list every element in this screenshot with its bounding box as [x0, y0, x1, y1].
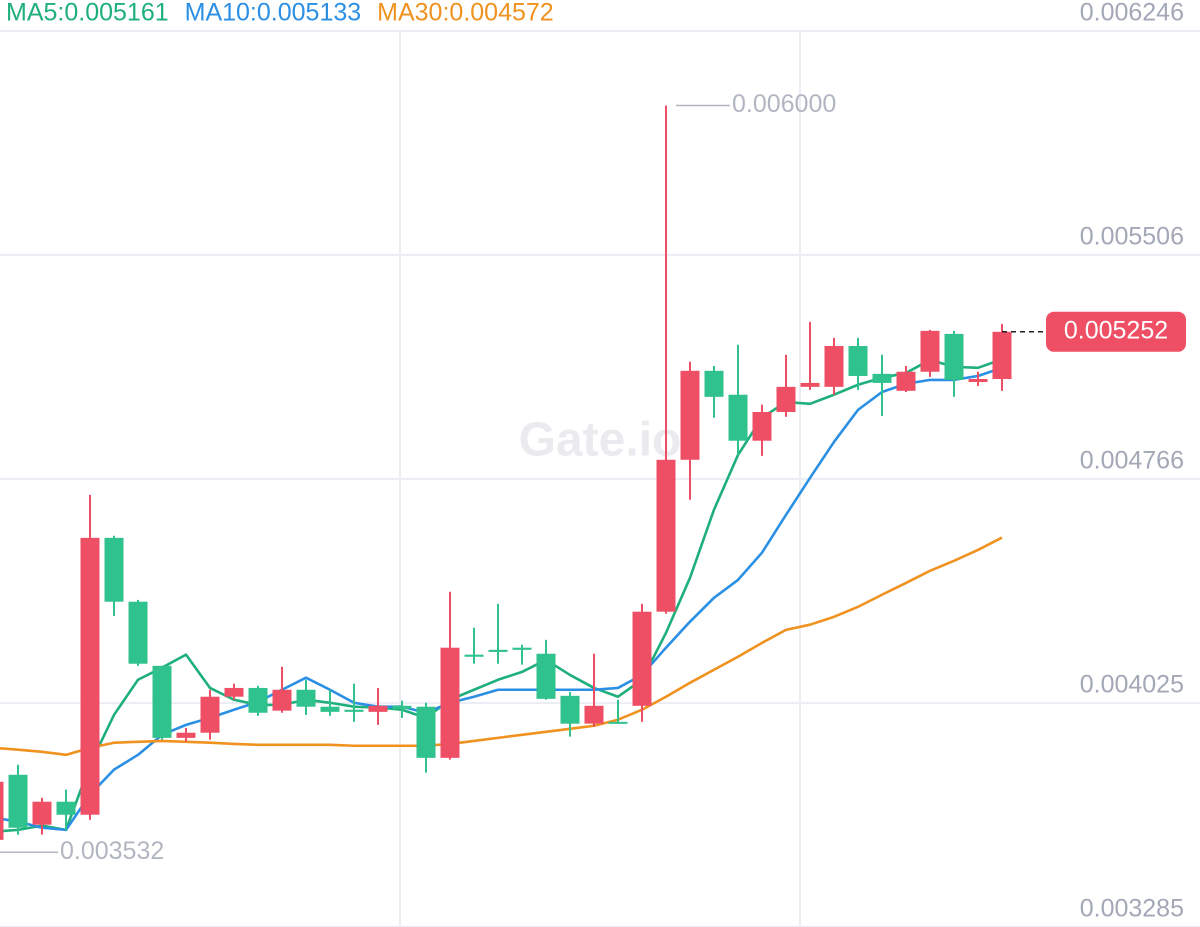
- candle-body: [752, 411, 772, 441]
- candle-body: [152, 665, 172, 738]
- candle-body: [80, 537, 100, 815]
- candle-body: [416, 706, 436, 758]
- candle-body: [944, 333, 964, 380]
- candle-body: [56, 801, 76, 815]
- y-tick-label: 0.004025: [1080, 671, 1184, 699]
- candle-body: [632, 611, 652, 706]
- legend-entry: MA30:0.004572: [377, 0, 554, 27]
- candle-body: [512, 647, 532, 650]
- last-price-badge: [1046, 311, 1186, 352]
- candle-body: [32, 801, 52, 825]
- candle-body: [776, 386, 796, 412]
- legend-entry: MA5:0.005161: [6, 0, 169, 27]
- candle-body: [728, 394, 748, 441]
- candle-body: [824, 346, 844, 387]
- candle-body: [392, 705, 412, 709]
- candle-body: [296, 689, 316, 707]
- candle-body: [224, 687, 244, 697]
- candle-body: [848, 346, 868, 376]
- candle-body: [656, 459, 676, 612]
- candle-body: [0, 781, 4, 840]
- candle-body: [968, 378, 988, 383]
- candle-body: [800, 382, 820, 387]
- candle-body: [104, 537, 124, 602]
- ma-line: [0, 358, 1003, 833]
- candle-body: [896, 371, 916, 391]
- candle-body: [872, 373, 892, 383]
- candle-body: [344, 709, 364, 712]
- candle-body: [584, 705, 604, 724]
- last-price-label: 0.005252: [1064, 316, 1168, 344]
- candle-body: [368, 705, 388, 712]
- candle-body: [704, 370, 724, 397]
- candle-body: [176, 732, 196, 738]
- candle-body: [992, 331, 1012, 379]
- ma-line: [0, 366, 1003, 832]
- watermark: Gate.io: [519, 414, 682, 467]
- candle-body: [920, 330, 940, 372]
- y-tick-label: 0.005506: [1080, 223, 1184, 251]
- low-annotation: 0.003532: [60, 837, 164, 865]
- y-tick-label: 0.004766: [1080, 446, 1184, 474]
- y-tick-label: 0.006246: [1080, 0, 1184, 27]
- candle-body: [608, 721, 628, 724]
- candle-body: [128, 601, 148, 664]
- candle-body: [560, 695, 580, 724]
- candle-body: [680, 370, 700, 460]
- candle-body: [200, 696, 220, 733]
- ma-line: [0, 536, 1003, 757]
- legend-entry: MA10:0.005133: [185, 0, 362, 27]
- candle-body: [8, 774, 28, 828]
- candle-body: [536, 653, 556, 699]
- candle-body: [440, 647, 460, 758]
- candle-body: [488, 649, 508, 652]
- candle-body: [272, 689, 292, 711]
- y-tick-label: 0.003285: [1080, 895, 1184, 923]
- candle-body: [320, 706, 340, 712]
- candle-body: [464, 654, 484, 657]
- candle-body: [248, 687, 268, 713]
- high-annotation: 0.006000: [732, 90, 836, 118]
